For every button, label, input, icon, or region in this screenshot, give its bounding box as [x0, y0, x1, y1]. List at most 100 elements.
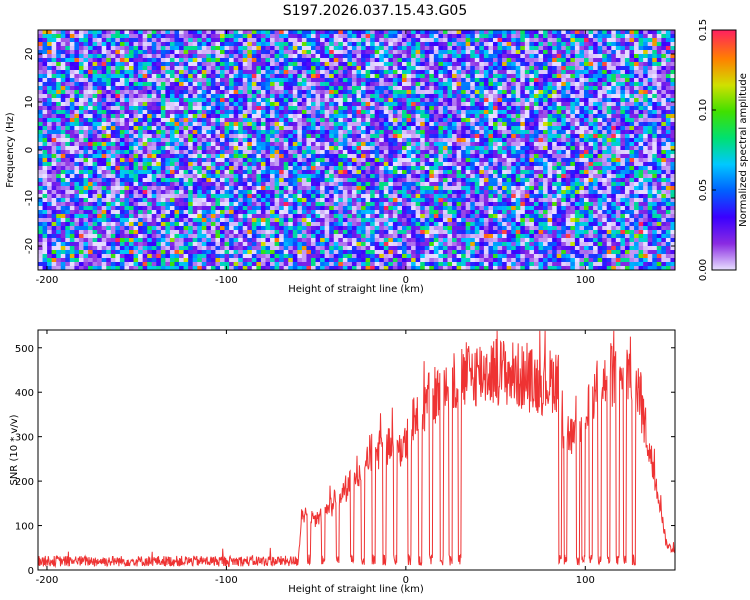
spectrogram-cell — [347, 134, 353, 139]
spectrogram-cell — [183, 54, 189, 59]
spectrogram-cell — [251, 82, 257, 87]
spectrogram-cell — [169, 82, 175, 87]
spectrogram-cell — [502, 122, 507, 127]
spectrogram-cell — [110, 162, 116, 167]
spectrogram-cell — [124, 46, 130, 51]
spectrogram-cell — [92, 118, 98, 123]
spectrogram-cell — [110, 34, 116, 39]
spectrogram-cell — [420, 86, 426, 91]
spectrogram-cell — [306, 38, 312, 43]
spectrogram-cell — [192, 110, 198, 115]
spectrogram-cell — [147, 146, 153, 151]
spectrogram-cell — [210, 170, 216, 175]
spectrogram-cell — [470, 134, 476, 139]
spectrogram-cell — [179, 58, 184, 63]
spectrogram-cell — [533, 102, 539, 107]
spectrogram-cell — [597, 86, 603, 91]
spectrogram-cell — [115, 86, 121, 91]
spectrogram-cell — [543, 66, 548, 71]
spectrogram-cell — [397, 94, 403, 99]
spectrogram-cell — [420, 146, 426, 151]
spectrogram-cell — [324, 150, 330, 155]
spectrogram-cell — [129, 50, 134, 55]
spectrogram-cell — [210, 58, 216, 63]
spectrogram-cell — [65, 150, 71, 155]
spectrogram-cell — [497, 34, 503, 39]
spectrogram-cell — [333, 74, 339, 79]
spectrogram-cell — [543, 166, 548, 171]
spectrogram-cell — [288, 62, 294, 67]
spectrogram-cell — [638, 106, 644, 111]
spectrogram-cell — [238, 170, 244, 175]
spectrogram-cell — [561, 110, 567, 115]
spectrogram-cell — [515, 38, 521, 43]
spectrogram-cell — [197, 74, 203, 79]
spectrogram-cell — [456, 114, 462, 119]
spectrogram-cell — [265, 114, 271, 119]
spectrogram-cell — [411, 58, 416, 63]
spectrogram-cell — [483, 154, 489, 159]
spectrogram-cell — [74, 78, 80, 83]
spectrogram-cell — [297, 102, 303, 107]
spectrogram-cell — [306, 170, 312, 175]
spectrogram-cell — [38, 30, 43, 35]
spectrogram-cell — [638, 30, 644, 35]
spectrogram-cell — [78, 122, 84, 127]
spectrogram-cell — [670, 82, 676, 87]
spectrogram-cell — [474, 90, 480, 95]
spectrogram-cell — [515, 158, 521, 163]
spectrogram-cell — [438, 62, 444, 67]
spectrogram-cell — [179, 170, 184, 175]
spectrogram-cell — [179, 54, 184, 59]
spectrogram-cell — [411, 74, 416, 79]
spectrogram-cell — [69, 166, 75, 171]
spectrogram-cell — [374, 70, 380, 75]
spectrogram-cell — [324, 30, 330, 35]
spectrogram-cell — [670, 34, 676, 39]
spectrogram-cell — [602, 90, 608, 95]
spectrogram-cell — [220, 58, 225, 63]
spectrogram-cell — [142, 62, 148, 67]
spectrogram-cell — [474, 98, 480, 103]
spectrogram-cell — [215, 110, 221, 115]
spectrogram-cell — [65, 70, 71, 75]
spectrogram-cell — [461, 94, 466, 99]
spectrogram-cell — [397, 86, 403, 91]
spectrogram-cell — [411, 82, 416, 87]
spectrogram-cell — [634, 142, 639, 147]
spectrogram-cell — [556, 74, 562, 79]
spectrogram-cell — [42, 74, 48, 79]
spectrogram-cell — [388, 134, 394, 139]
spectrogram-cell — [661, 134, 667, 139]
spectrogram-cell — [106, 42, 112, 47]
spectrogram-cell — [210, 142, 216, 147]
spectrogram-cell — [556, 162, 562, 167]
spectrogram-cell — [292, 98, 298, 103]
spectrogram-cell — [301, 102, 307, 107]
spectrogram-cell — [665, 58, 671, 63]
spectrogram-cell — [292, 142, 298, 147]
spectrogram-cell — [224, 78, 230, 83]
spectrogram-cell — [147, 158, 153, 163]
spectrogram-cell — [488, 134, 494, 139]
spectrogram-cell — [652, 162, 658, 167]
spectrogram-cell — [138, 126, 143, 131]
spectrogram-cell — [483, 126, 489, 131]
spectrogram-cell — [365, 154, 371, 159]
spectrogram-cell — [119, 102, 125, 107]
spectrogram-cell — [388, 166, 394, 171]
spectrogram-cell — [584, 74, 589, 79]
spectrogram-cell — [106, 46, 112, 51]
spectrogram-cell — [115, 66, 121, 71]
spectrogram-cell — [124, 134, 130, 139]
spectrogram-cell — [183, 150, 189, 155]
spectrogram-cell — [529, 74, 535, 79]
spectrogram-cell — [151, 146, 157, 151]
spectrogram-cell — [602, 86, 608, 91]
spectrogram-cell — [529, 166, 535, 171]
spectrogram-cell — [270, 122, 275, 127]
spectrogram-cell — [74, 86, 80, 91]
spectrogram-cell — [106, 122, 112, 127]
spectrogram-cell — [643, 150, 648, 155]
spectrogram-cell — [47, 98, 52, 103]
